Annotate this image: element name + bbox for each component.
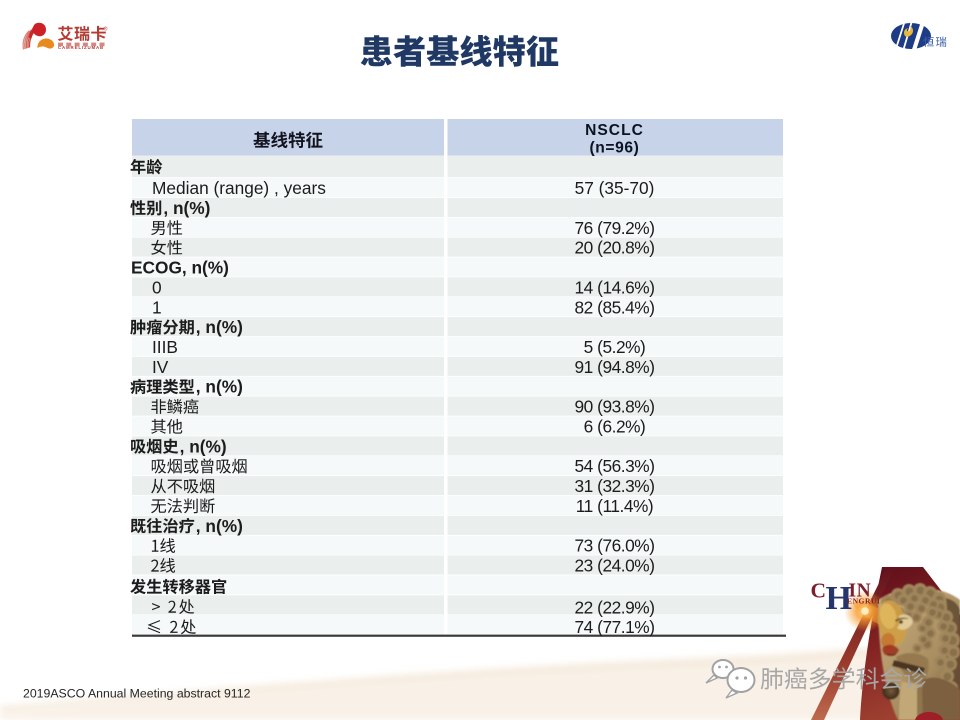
svg-text:, n(%): , n(%) (196, 516, 243, 536)
svg-text:14 (14.6%): 14 (14.6%) (574, 277, 654, 297)
svg-text:73 (76.0%): 73 (76.0%) (574, 536, 654, 556)
svg-text:H: H (826, 580, 852, 617)
svg-text:23 (24.0%): 23 (24.0%) (574, 556, 654, 576)
svg-text:ENGRUI: ENGRUI (847, 596, 880, 605)
svg-text:ECOG, n(%): ECOG, n(%) (131, 258, 229, 278)
svg-text:0: 0 (152, 277, 162, 297)
svg-text:82 (85.4%): 82 (85.4%) (574, 297, 654, 317)
svg-text:NSCLC: NSCLC (585, 122, 644, 139)
svg-text:31 (32.3%): 31 (32.3%) (574, 476, 654, 496)
svg-text:2019ASCO Annual Meeting abstra: 2019ASCO Annual Meeting abstract 9112 (23, 687, 251, 701)
svg-text:, n(%): , n(%) (180, 436, 227, 456)
svg-text:91 (94.8%): 91 (94.8%) (574, 357, 654, 377)
svg-text:74 (77.1%): 74 (77.1%) (574, 617, 654, 637)
svg-text:®: ® (104, 26, 108, 33)
svg-text:90 (93.8%): 90 (93.8%) (574, 397, 654, 417)
svg-text:, n(%): , n(%) (196, 377, 243, 397)
svg-text:, n(%): , n(%) (163, 198, 210, 218)
svg-text:6 (6.2%): 6 (6.2%) (584, 417, 646, 437)
svg-text:(n=96): (n=96) (590, 140, 640, 157)
svg-text:Median (range) , years: Median (range) , years (152, 178, 326, 198)
svg-text:IIIB: IIIB (152, 337, 178, 357)
svg-text:C: C (811, 579, 827, 603)
svg-text:CAMRELIZUMAB: CAMRELIZUMAB (58, 45, 104, 50)
svg-text:22 (22.9%): 22 (22.9%) (574, 597, 654, 617)
svg-text:5 (5.2%): 5 (5.2%) (584, 337, 646, 357)
svg-text:IN: IN (849, 580, 872, 601)
svg-text:, n(%): , n(%) (196, 317, 243, 337)
svg-text:57 (35-70): 57 (35-70) (575, 178, 655, 198)
svg-text:1: 1 (152, 297, 162, 317)
svg-text:20 (20.8%): 20 (20.8%) (574, 238, 654, 258)
svg-text:11 (11.4%): 11 (11.4%) (576, 496, 653, 516)
svg-text:IV: IV (152, 357, 169, 377)
svg-text:76 (79.2%): 76 (79.2%) (574, 218, 654, 238)
svg-text:54 (56.3%): 54 (56.3%) (574, 456, 654, 476)
